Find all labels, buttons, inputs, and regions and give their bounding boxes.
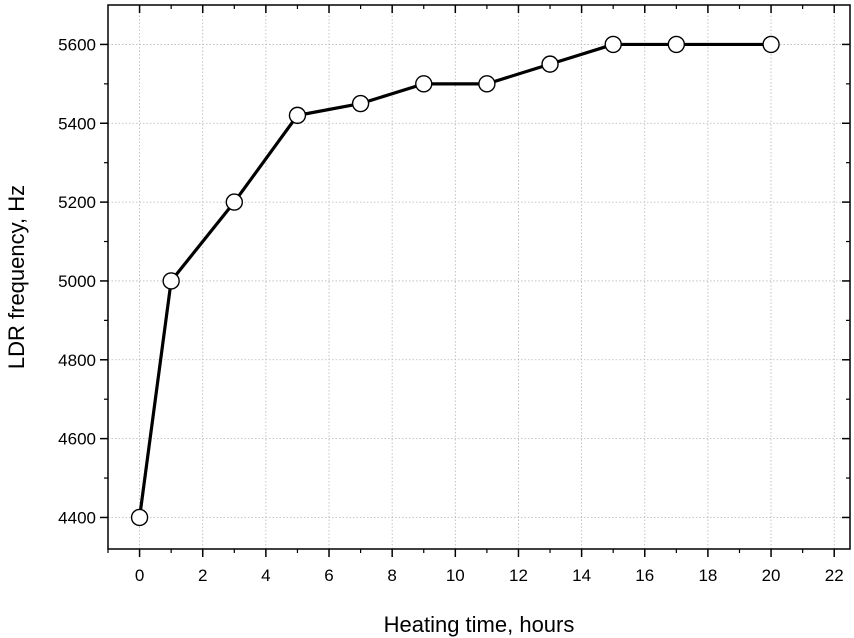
series <box>130 35 780 527</box>
y-tick-label: 4400 <box>58 508 96 527</box>
data-point <box>415 75 433 93</box>
y-axis-title: LDR frequency, Hz <box>4 185 29 369</box>
data-point <box>130 508 149 527</box>
x-tick-label: 6 <box>324 566 333 585</box>
x-axis-title: Heating time, hours <box>384 612 575 637</box>
data-point <box>162 272 180 290</box>
data-point <box>351 94 370 113</box>
x-tick-label: 14 <box>572 566 591 585</box>
x-tick-label: 10 <box>446 566 465 585</box>
x-tick-label: 16 <box>635 566 654 585</box>
data-point <box>604 35 622 54</box>
x-tick-label: 0 <box>135 566 144 585</box>
y-tick-label: 5600 <box>58 35 96 54</box>
grid <box>108 5 850 549</box>
data-point <box>541 55 559 73</box>
x-tick-label: 22 <box>825 566 844 585</box>
ticks <box>100 5 850 557</box>
data-point <box>288 106 307 125</box>
data-point <box>225 193 243 211</box>
y-tick-label: 4800 <box>58 351 96 370</box>
y-tick-label: 4600 <box>58 430 96 449</box>
x-tick-label: 8 <box>387 566 396 585</box>
x-tick-label: 18 <box>698 566 717 585</box>
y-tick-label: 5400 <box>58 114 96 133</box>
data-point <box>478 75 496 93</box>
y-tick-label: 5200 <box>58 193 96 212</box>
x-tick-label: 2 <box>198 566 207 585</box>
data-point <box>762 35 780 54</box>
x-tick-label: 4 <box>261 566 270 585</box>
x-tick-label: 12 <box>509 566 528 585</box>
plot-frame <box>107 4 851 550</box>
tick-labels: 0 2 4 6 8 10 12 14 16 18 20 22 4400 4600 4800 5000 5200 5… <box>58 35 844 585</box>
x-tick-label: 20 <box>762 566 781 585</box>
y-tick-label: 5000 <box>58 272 96 291</box>
data-point <box>667 35 686 54</box>
